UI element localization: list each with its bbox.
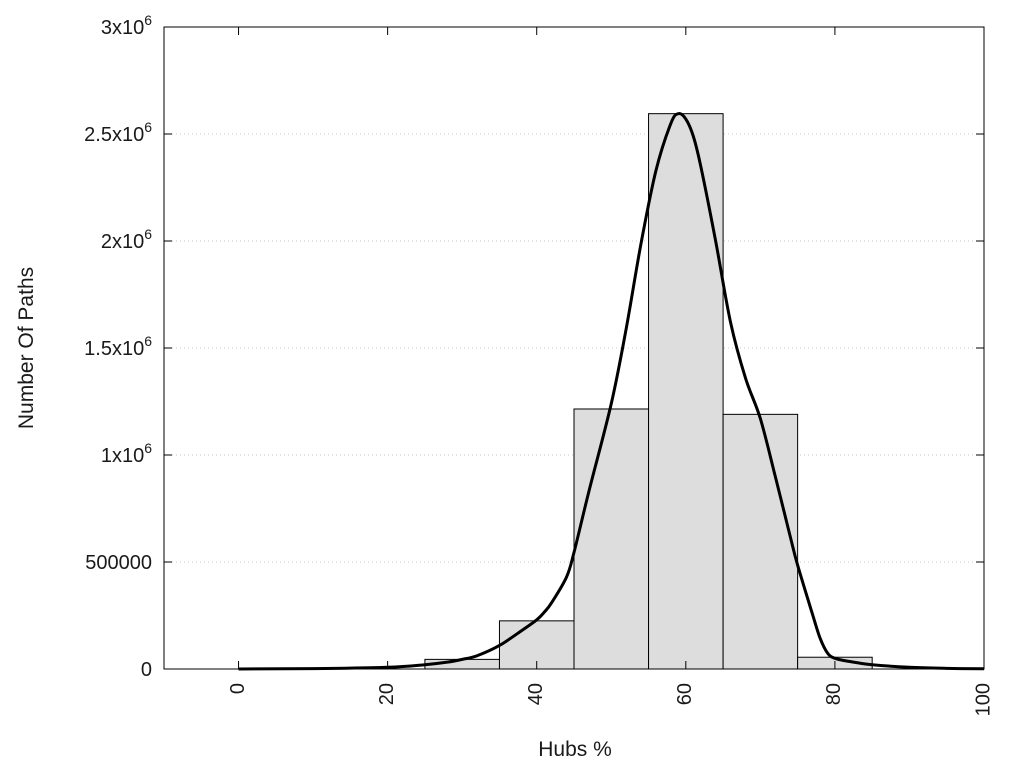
- x-tick-label: 80: [823, 683, 845, 705]
- y-axis-ticks: 0 500000 1x106 1.5x106 2x106 2.5x106 3x106: [84, 12, 984, 681]
- x-tick-label: 60: [674, 683, 696, 705]
- histogram-bar: [573, 408, 650, 670]
- histogram-bar: [722, 413, 799, 670]
- y-tick-label: 0: [141, 659, 152, 681]
- grid-lines: [164, 133, 984, 563]
- x-tick-label: 100: [972, 683, 994, 716]
- density-curve: [238, 112, 985, 671]
- x-tick-label: 0: [227, 683, 249, 694]
- y-tick-label: 1x106: [101, 440, 152, 467]
- y-tick-label: 2x106: [101, 226, 152, 253]
- density-curve-line: [238, 112, 985, 671]
- x-tick-label: 20: [376, 683, 398, 705]
- histogram-bar: [648, 113, 724, 670]
- x-axis-label: Hubs %: [538, 738, 612, 761]
- x-axis-ticks: 0 20 40 60 80 100: [227, 27, 994, 716]
- y-tick-label: 3x106: [101, 12, 152, 39]
- y-tick-label: 1.5x106: [84, 333, 152, 360]
- y-tick-label: 500000: [85, 552, 152, 574]
- y-axis-label: Number Of Paths: [15, 267, 38, 429]
- x-tick-label: 40: [525, 683, 547, 705]
- y-tick-label: 2.5x106: [84, 119, 152, 146]
- histogram-bar: [498, 620, 575, 670]
- histogram-bars: [424, 113, 873, 670]
